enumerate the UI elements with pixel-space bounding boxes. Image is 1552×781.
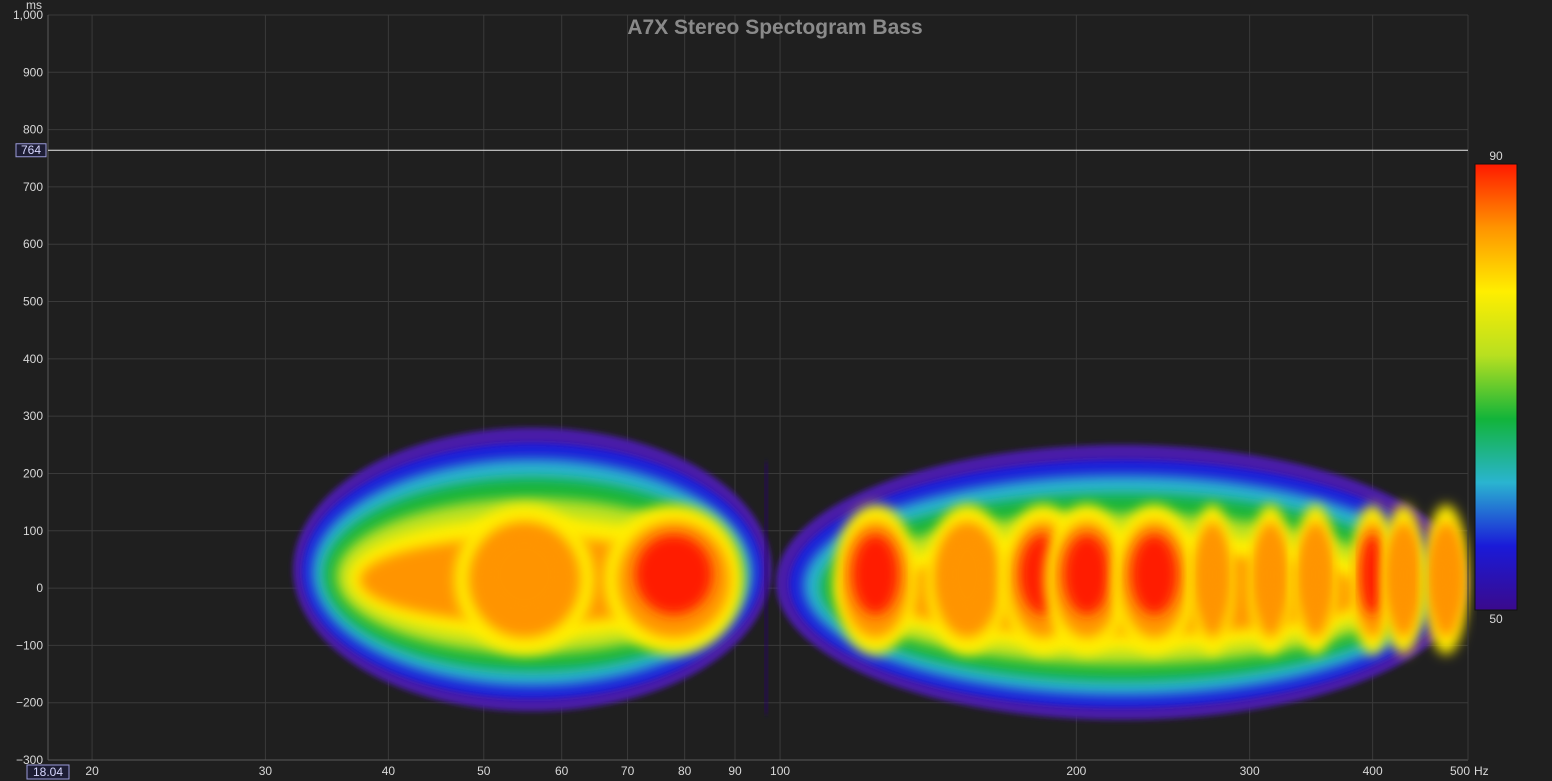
x-tick-label: 100: [770, 764, 790, 778]
x-tick-label: 70: [621, 764, 635, 778]
y-tick-label: 600: [23, 237, 43, 251]
x-tick-label: 500: [1450, 764, 1470, 778]
y-tick-label: 100: [23, 524, 43, 538]
x-tick-label: 20: [85, 764, 99, 778]
null-notch: [764, 462, 768, 715]
y-tick-label: 400: [23, 352, 43, 366]
y-tick-label: 1,000: [13, 8, 43, 22]
colorbar-scale: [1474, 163, 1518, 611]
y-tick-label: 500: [23, 295, 43, 309]
resonance-peak: [944, 534, 991, 615]
y-tick-label: 300: [23, 409, 43, 423]
y-tick-label: −200: [16, 696, 43, 710]
cursor-freq-readout: 18.04: [26, 764, 70, 780]
x-tick-label: 300: [1240, 764, 1260, 778]
y-tick-label: 800: [23, 123, 43, 137]
y-tick-label: 700: [23, 180, 43, 194]
y-tick-label: −100: [16, 638, 43, 652]
x-tick-label: 200: [1066, 764, 1086, 778]
chart-title: A7X Stereo Spectogram Bass: [627, 16, 922, 39]
cursor-time-value: 764: [21, 143, 41, 157]
resonance-peak: [1258, 534, 1283, 615]
resonance-peak: [1360, 534, 1385, 615]
resonance-peak: [1391, 534, 1416, 615]
y-tick-label: 900: [23, 65, 43, 79]
resonance-peak: [635, 534, 713, 615]
x-tick-labels: 20 30 40 50 60 70 80 90 100 200 300 400 500: [85, 764, 1470, 778]
x-unit-label: Hz: [1474, 764, 1489, 778]
cursor-freq-value: 18.04: [33, 765, 63, 779]
colorbar-min-label: 50: [1489, 612, 1503, 626]
resonance-peak: [1200, 534, 1225, 615]
axes: [47, 15, 1469, 761]
y-tick-label: 200: [23, 466, 43, 480]
resonance-peak: [1433, 534, 1459, 615]
cursor-time-readout: 764: [15, 143, 47, 158]
x-tick-label: 30: [259, 764, 273, 778]
resonance-peak: [1063, 534, 1110, 615]
x-tick-label: 50: [477, 764, 491, 778]
x-tick-label: 400: [1363, 764, 1383, 778]
y-unit-label: ms: [26, 0, 42, 12]
x-tick-label: 80: [678, 764, 692, 778]
resonance-peak: [1131, 534, 1178, 615]
spectrogram-heatmap: [292, 427, 1469, 720]
resonance-peak: [1303, 534, 1328, 615]
resonance-peak: [852, 534, 899, 615]
y-tick-labels: −300 −200 −100 0 100 200 300 400 500 600 700 800 900…: [13, 8, 43, 767]
colorbar-max-label: 90: [1489, 149, 1503, 163]
x-tick-label: 40: [382, 764, 396, 778]
y-tick-label: −300: [16, 753, 43, 767]
resonance-peak: [485, 534, 563, 615]
y-tick-label: 0: [36, 581, 43, 595]
x-tick-label: 90: [728, 764, 742, 778]
x-tick-label: 60: [555, 764, 569, 778]
colorbar: 90 50: [1474, 149, 1518, 626]
